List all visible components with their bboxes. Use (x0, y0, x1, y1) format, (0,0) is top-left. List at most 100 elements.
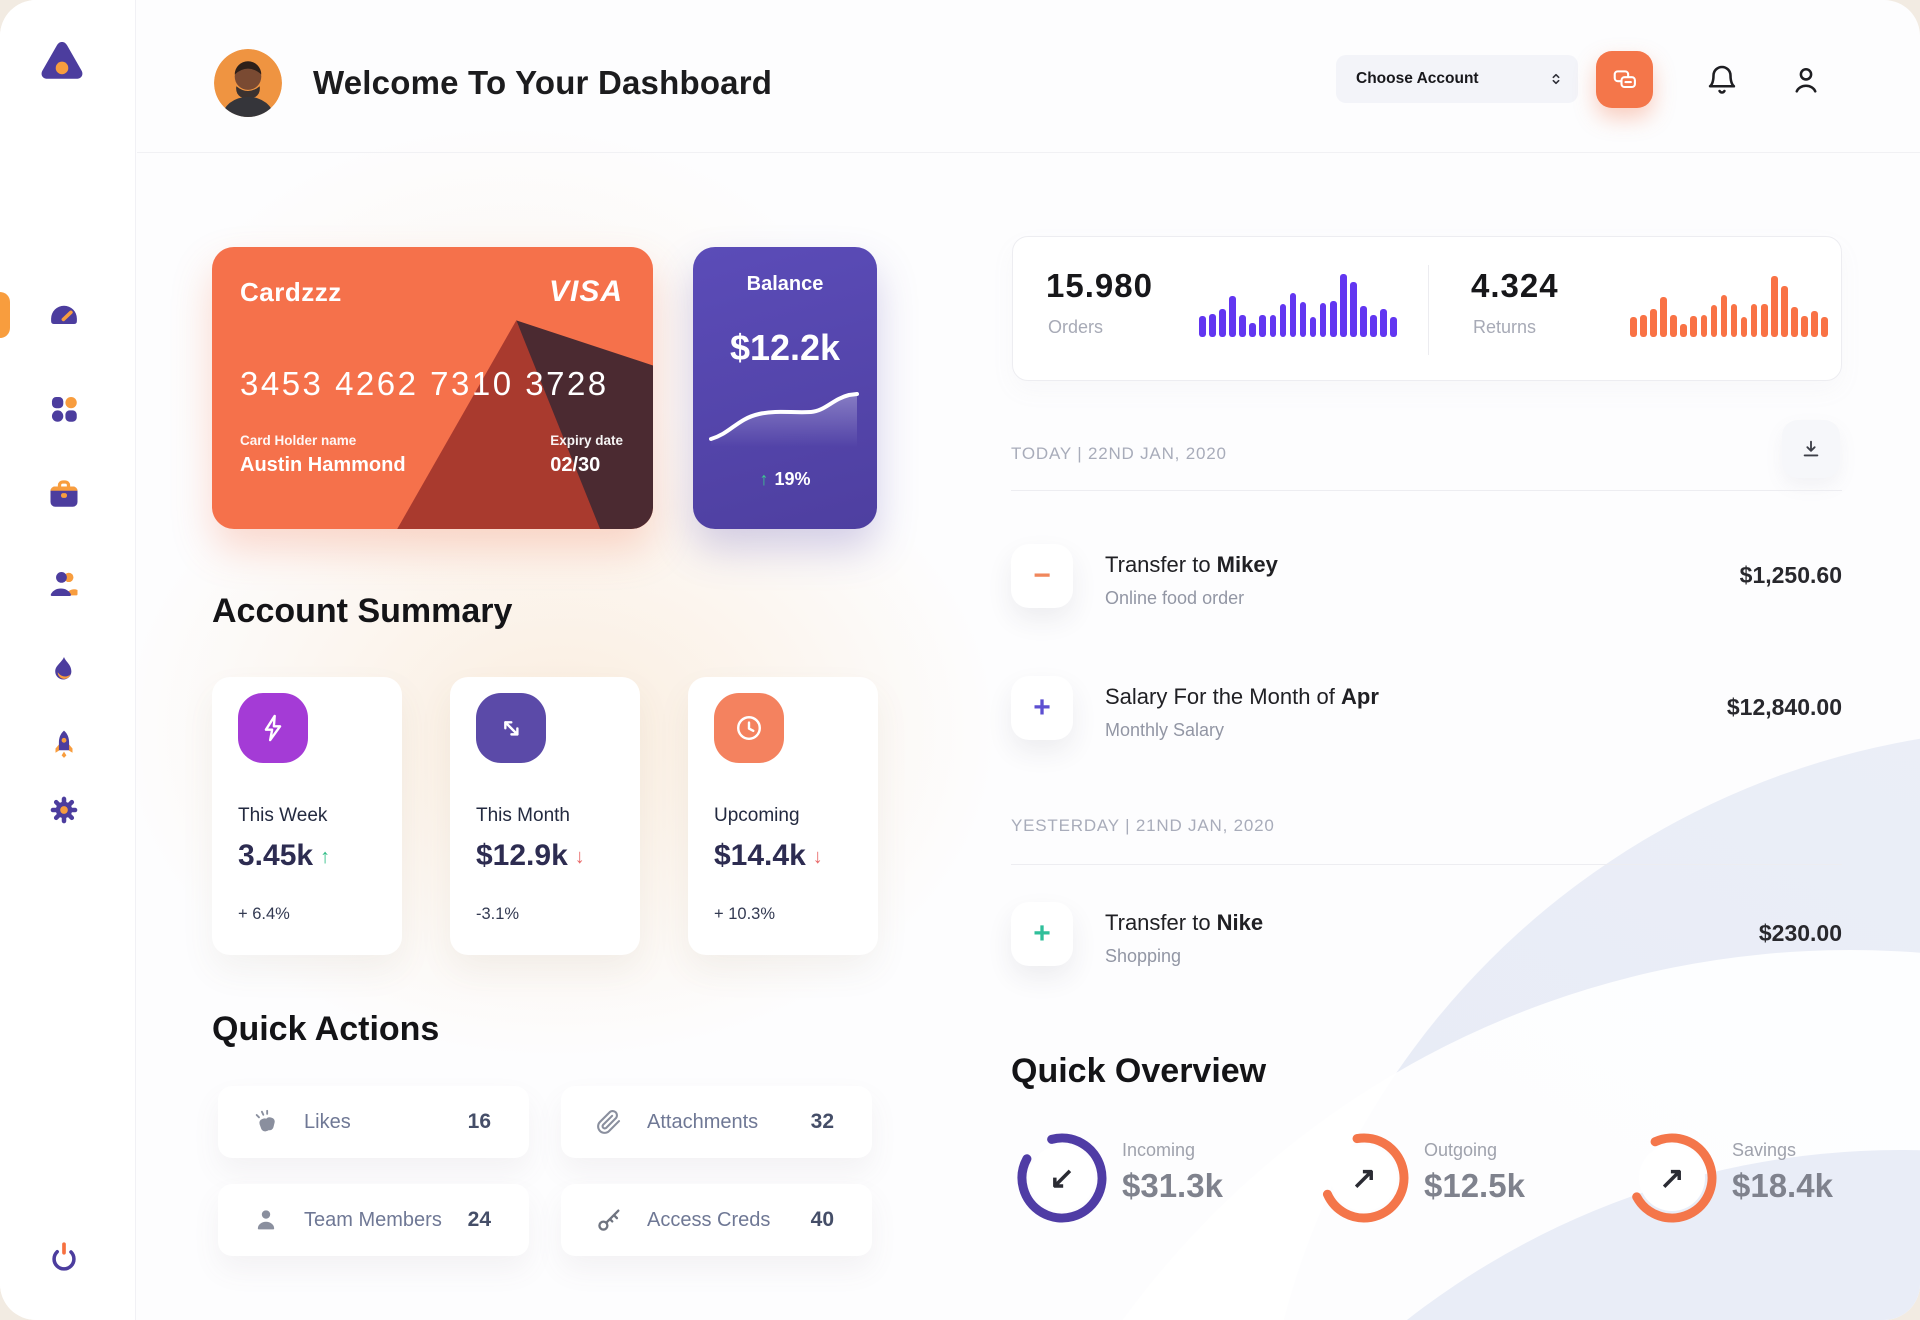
clapping-hands-icon (255, 1109, 275, 1132)
outgoing-progress-ring (1316, 1130, 1412, 1226)
transaction-row-mikey[interactable]: − Transfer to Mikey Online food order $1… (1011, 540, 1842, 632)
incoming-value: $31.3k (1122, 1167, 1223, 1204)
visa-logo: VISA (548, 275, 623, 308)
quick-action-attachments[interactable]: Attachments 32 (561, 1086, 872, 1158)
incoming-label: Incoming (1122, 1140, 1196, 1160)
transaction-title: Salary For the Month of Apr (1105, 684, 1379, 709)
arrow-up-right-icon: ↗ (1351, 1161, 1377, 1195)
notifications-button[interactable] (1700, 58, 1744, 102)
key-icon (598, 1209, 620, 1231)
sidebar-item-trending[interactable] (44, 650, 84, 690)
balance-card: Balance $12.2k ↑ 19% (693, 247, 877, 529)
quick-action-label: Access Creds (647, 1208, 771, 1231)
profile-button[interactable] (1784, 58, 1828, 102)
transaction-title: Transfer to Nike (1105, 910, 1264, 935)
summary-icon-badge (238, 693, 308, 763)
minus-sign: − (1033, 559, 1051, 592)
summary-label: This Week (238, 805, 328, 826)
header-divider (137, 152, 1920, 153)
orders-mini-bar-chart (1199, 271, 1397, 337)
transaction-title: Transfer to Mikey (1105, 552, 1278, 577)
download-statement-button[interactable] (1782, 420, 1840, 478)
diagonal-arrows-icon (504, 721, 519, 736)
quick-action-count: 24 (467, 1208, 491, 1231)
savings-stat: Savings $18.4k (1732, 1140, 1833, 1205)
date-group-today: TODAY | 22ND JAN, 2020 (1011, 444, 1227, 463)
messages-button[interactable] (1596, 51, 1653, 108)
quick-action-team-members[interactable]: Team Members 24 (218, 1184, 529, 1256)
sidebar-item-launch[interactable] (44, 724, 84, 764)
returns-label: Returns (1473, 317, 1537, 337)
transaction-subtitle: Shopping (1105, 946, 1182, 966)
quick-action-likes[interactable]: Likes 16 (218, 1086, 529, 1158)
credit-card: Cardzzz VISA 3453 4262 7310 3728 Card Ho… (212, 247, 653, 529)
lightning-icon (264, 714, 282, 742)
account-select-label: Choose Account (1356, 70, 1479, 87)
plus-sign: + (1033, 691, 1051, 724)
card-name: Cardzzz (240, 277, 342, 307)
summary-value: 3.45k ↑ (238, 839, 331, 872)
card-holder-block: Card Holder name Austin Hammond (240, 433, 406, 477)
flame-icon (55, 656, 72, 680)
quick-action-count: 32 (810, 1110, 834, 1133)
page-title: Welcome To Your Dashboard (313, 64, 773, 101)
people-icon (50, 572, 78, 596)
savings-value: $18.4k (1732, 1167, 1833, 1204)
sidebar-item-dashboard[interactable] (44, 297, 84, 337)
transaction-amount: $12,840.00 (1726, 694, 1842, 720)
download-icon (1803, 440, 1819, 457)
trend-arrow-icon: ↑ (320, 846, 331, 868)
account-select[interactable]: Choose Account (1336, 55, 1578, 103)
avatar-image (214, 49, 282, 117)
divider (1011, 490, 1842, 491)
summary-change: + 6.4% (238, 905, 290, 923)
transaction-text: Transfer to Nike Shopping (1105, 898, 1263, 967)
quick-actions-title: Quick Actions (212, 1010, 440, 1048)
summary-card-this-week: This Week 3.45k ↑ + 6.4% (212, 677, 402, 955)
incoming-stat: Incoming $31.3k (1122, 1140, 1223, 1205)
summary-card-upcoming: Upcoming $14.4k ↓ + 10.3% (688, 677, 878, 955)
up-arrow-icon: ↑ (759, 469, 769, 489)
sidebar-item-team[interactable] (44, 564, 84, 604)
quick-overview-title: Quick Overview (1011, 1052, 1267, 1090)
quick-action-label: Likes (304, 1110, 351, 1133)
transaction-row-nike[interactable]: + Transfer to Nike Shopping $230.00 (1011, 898, 1842, 990)
account-summary-title: Account Summary (212, 592, 513, 630)
returns-value: 4.324 (1471, 267, 1559, 304)
transaction-sign-icon: + (1011, 676, 1073, 740)
arrow-up-right-icon: ↗ (1659, 1161, 1685, 1195)
active-nav-indicator (0, 292, 10, 338)
incoming-progress-ring (1014, 1130, 1110, 1226)
logout-power-button[interactable] (44, 1237, 84, 1277)
sidebar-item-apps[interactable] (44, 389, 84, 429)
transaction-sign-icon: − (1011, 544, 1073, 608)
card-expiry-label: Expiry date (550, 433, 623, 448)
balance-trend-chart (709, 392, 859, 447)
savings-label: Savings (1732, 1140, 1797, 1160)
balance-change: ↑ 19% (759, 469, 811, 489)
trend-arrow-icon: ↓ (812, 846, 823, 868)
summary-icon-badge (714, 693, 784, 763)
date-group-yesterday: YESTERDAY | 21ND JAN, 2020 (1011, 816, 1275, 835)
stats-divider (1428, 265, 1429, 355)
card-number: 3453 4262 7310 3728 (240, 365, 609, 402)
sidebar-item-settings[interactable] (44, 790, 84, 830)
transaction-row-salary[interactable]: + Salary For the Month of Apr Monthly Sa… (1011, 672, 1842, 764)
transaction-sign-icon: + (1011, 902, 1073, 966)
user-avatar[interactable] (214, 49, 282, 117)
summary-change: -3.1% (476, 905, 520, 923)
summary-label: Upcoming (714, 805, 800, 826)
quick-action-label: Team Members (304, 1208, 442, 1231)
orders-returns-stats-card: 15.980 Orders 4.324 Returns (1012, 236, 1842, 381)
user-profile-icon (1795, 67, 1817, 93)
notification-bell-icon (1708, 65, 1736, 94)
transaction-amount: $1,250.60 (1739, 562, 1842, 588)
summary-icon-badge (476, 693, 546, 763)
power-icon (52, 1242, 76, 1271)
apps-grid-icon (51, 396, 77, 422)
chat-bubbles-icon (1613, 69, 1636, 88)
sidebar-item-work[interactable] (44, 474, 84, 514)
quick-action-access-creds[interactable]: Access Creds 40 (561, 1184, 872, 1256)
